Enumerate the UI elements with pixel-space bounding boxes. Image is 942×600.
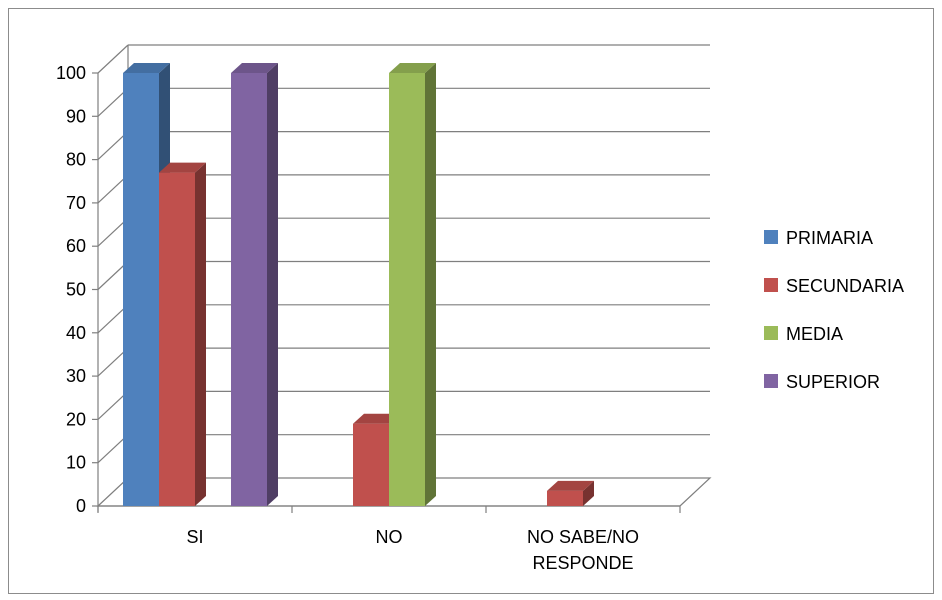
legend: PRIMARIA SECUNDARIA MEDIA SUPERIOR (764, 228, 904, 392)
bar-superior-si (231, 63, 278, 506)
x-axis-label-line: NO (376, 527, 403, 547)
bar-front (231, 73, 267, 506)
gridline-side (97, 44, 129, 74)
y-axis-ticks: 0 10 20 30 40 50 60 70 80 90 100 (56, 63, 98, 516)
y-tick-label: 80 (66, 150, 86, 170)
bar-top (159, 162, 206, 173)
x-axis-label: NO (376, 527, 403, 547)
y-tick-label: 40 (66, 323, 86, 343)
y-tick-label: 70 (66, 193, 86, 213)
y-tick-label: 30 (66, 366, 86, 386)
y-tick-label: 50 (66, 280, 86, 300)
bar-secundaria-no-sabe-no-responde (547, 480, 594, 506)
y-tick-label: 100 (56, 63, 86, 83)
bar-top (389, 63, 436, 73)
bar-front (159, 172, 195, 506)
bar-side (267, 63, 278, 506)
y-tick-label: 0 (76, 496, 86, 516)
x-axis-label: SI (186, 527, 203, 547)
bar-side (425, 63, 436, 506)
legend-swatch (764, 326, 778, 340)
x-axis-label: NO SABE/NO RESPONDE (527, 527, 639, 573)
y-tick-label: 20 (66, 409, 86, 429)
x-axis-label-line: NO SABE/NO (527, 527, 639, 547)
y-tick-label: 60 (66, 236, 86, 256)
y-tick-label: 10 (66, 453, 86, 473)
legend-item-primaria: PRIMARIA (764, 228, 873, 248)
legend-item-secundaria: SECUNDARIA (764, 276, 904, 296)
legend-swatch (764, 278, 778, 292)
bar-front (353, 423, 389, 506)
bar-secundaria-si (159, 162, 206, 506)
bar-side (195, 162, 206, 506)
bar-top (353, 413, 400, 424)
legend-label: PRIMARIA (786, 228, 873, 248)
bar-front (123, 73, 159, 506)
bar-top (547, 480, 594, 491)
legend-item-superior: SUPERIOR (764, 372, 880, 392)
bar-front (547, 490, 583, 506)
legend-label: SECUNDARIA (786, 276, 904, 296)
bar-top (231, 63, 278, 73)
bar-front (389, 73, 425, 506)
legend-swatch (764, 230, 778, 244)
legend-label: SUPERIOR (786, 372, 880, 392)
legend-swatch (764, 374, 778, 388)
bar-side (583, 480, 594, 506)
x-axis-label-line: RESPONDE (532, 553, 633, 573)
y-tick-label: 90 (66, 106, 86, 126)
bar-top (123, 63, 170, 73)
legend-item-media: MEDIA (764, 324, 843, 344)
x-axis-labels: SI NO NO SABE/NO RESPONDE (186, 527, 639, 573)
x-axis-label-line: SI (186, 527, 203, 547)
legend-label: MEDIA (786, 324, 843, 344)
bars (123, 63, 594, 506)
bar-media-no (389, 63, 436, 506)
